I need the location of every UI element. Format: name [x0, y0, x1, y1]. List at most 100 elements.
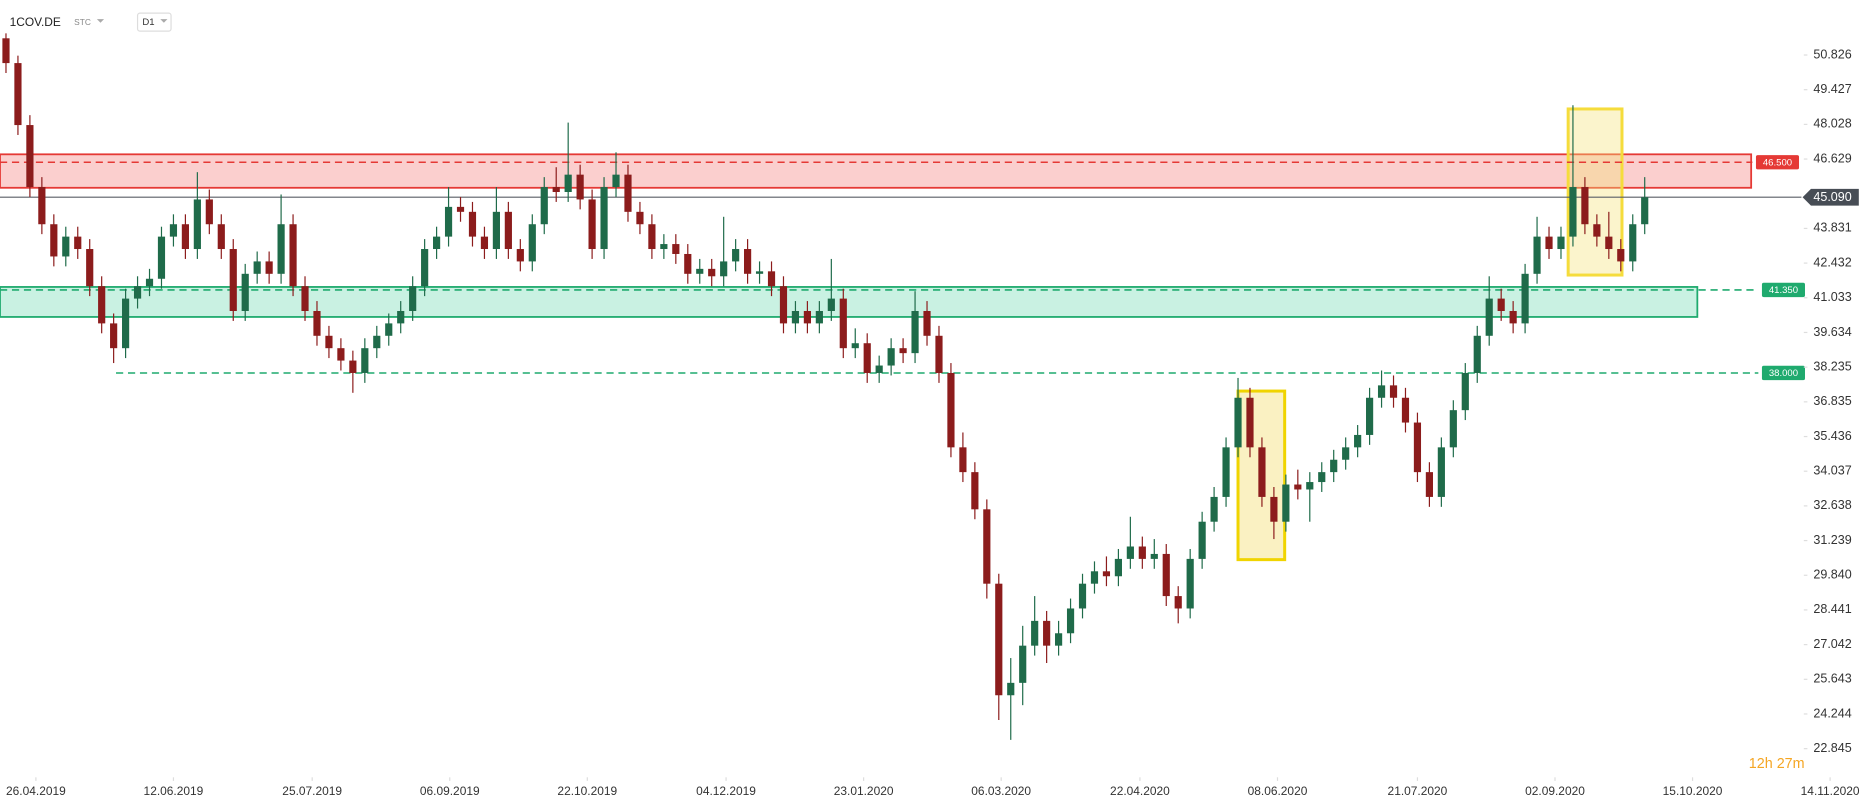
candle-body [145, 278, 154, 287]
x-tick-label: 15.10.2020 [1663, 784, 1723, 798]
candle-body [983, 509, 991, 584]
candle-body [193, 199, 201, 250]
candle-body [1533, 236, 1541, 274]
candle-body [636, 211, 644, 225]
candle-body [169, 224, 178, 237]
last-price-tag [1802, 188, 1859, 206]
candle-body [1102, 571, 1111, 577]
dropdown-arrow[interactable] [96, 19, 105, 23]
candle-body [1019, 645, 1027, 683]
candle-body [62, 236, 70, 257]
candle-body [1246, 397, 1254, 448]
y-tick-label: 43.831 [1813, 221, 1851, 235]
y-tick-label: 27.042 [1813, 637, 1851, 651]
y-tick-label: 25.643 [1813, 672, 1851, 686]
candle-body [803, 310, 811, 324]
dropdown-arrow[interactable] [160, 19, 168, 23]
symbol-type[interactable]: STC [74, 17, 91, 27]
candle-body [1521, 273, 1529, 324]
candle-body [301, 286, 309, 311]
y-tick-label: 24.244 [1813, 706, 1851, 720]
candle-body [600, 187, 608, 250]
candle-body [516, 249, 524, 262]
candle-body [755, 271, 764, 274]
candle-body [1461, 372, 1469, 411]
y-tick-label: 42.432 [1813, 255, 1851, 269]
candle-body [1294, 484, 1302, 490]
timeframe[interactable]: D1 [142, 17, 154, 28]
x-tick-label: 23.01.2020 [834, 784, 894, 798]
candle-body [229, 249, 237, 311]
y-tick-label: 35.436 [1813, 429, 1851, 443]
candle-body [1449, 410, 1457, 448]
candle-body [1401, 397, 1410, 423]
candle-body [827, 298, 835, 311]
candle-body [122, 298, 130, 349]
candle-body [1354, 434, 1362, 448]
candle-body [1270, 496, 1278, 522]
candle-body [935, 335, 943, 373]
candle-body [528, 224, 536, 262]
level-label: 38.000 [1769, 368, 1798, 379]
candle-body [911, 310, 919, 354]
x-tick-label: 25.07.2019 [282, 784, 342, 798]
zone [0, 153, 1753, 189]
candle-body [1557, 236, 1565, 250]
candle-body [444, 206, 453, 237]
candle-body [971, 472, 979, 510]
y-tick-label: 50.826 [1813, 47, 1851, 61]
candle-body [1605, 236, 1613, 250]
y-tick-label: 48.028 [1813, 117, 1851, 131]
candle-body [74, 236, 82, 250]
candle-body [1569, 187, 1577, 237]
y-tick-label: 31.239 [1813, 533, 1851, 547]
candle-body [1641, 197, 1649, 225]
y-tick-label: 29.840 [1813, 568, 1851, 582]
candle-body [624, 174, 632, 212]
candle-body [409, 286, 417, 311]
x-tick-label: 06.03.2020 [971, 784, 1031, 798]
y-tick-label: 34.037 [1813, 464, 1851, 478]
candle-body [1126, 546, 1134, 559]
level-label: 46.500 [1763, 157, 1792, 168]
candle-body [887, 348, 895, 366]
candle-body [744, 249, 752, 274]
candle-body [1007, 682, 1015, 696]
candle-body [1258, 447, 1266, 497]
y-tick-label: 32.638 [1813, 498, 1851, 512]
candle-body [851, 343, 859, 349]
candle-body [157, 236, 166, 279]
y-tick-label: 38.235 [1813, 359, 1851, 373]
candle-body [2, 38, 10, 64]
candle-body [1617, 249, 1625, 262]
candle-body [839, 298, 847, 349]
candle-body [1318, 472, 1326, 483]
timeframe-box[interactable] [136, 12, 172, 32]
candle-body [313, 310, 321, 336]
level-tag [1761, 365, 1805, 381]
candle-body [265, 261, 273, 274]
candle-body [1210, 496, 1218, 522]
y-tick-label: 28.441 [1813, 602, 1851, 616]
candle-body [863, 343, 871, 373]
candle-body [26, 125, 34, 188]
symbol: 1COV.DE [10, 15, 61, 29]
candle-body [779, 286, 788, 324]
candle-body [217, 224, 225, 250]
candle-body [552, 187, 560, 193]
candle-body [720, 261, 728, 277]
zone [0, 286, 1699, 318]
candle-body [1138, 546, 1146, 559]
candle-body [1437, 447, 1445, 497]
candle-body [1114, 558, 1122, 577]
candle-body [648, 224, 656, 250]
candle-body [98, 286, 106, 324]
candle-body [1282, 484, 1290, 522]
candle-body [1330, 459, 1338, 473]
last-price-label: 45.090 [1813, 190, 1851, 204]
candle-body [564, 174, 572, 193]
candle-body [361, 348, 369, 373]
